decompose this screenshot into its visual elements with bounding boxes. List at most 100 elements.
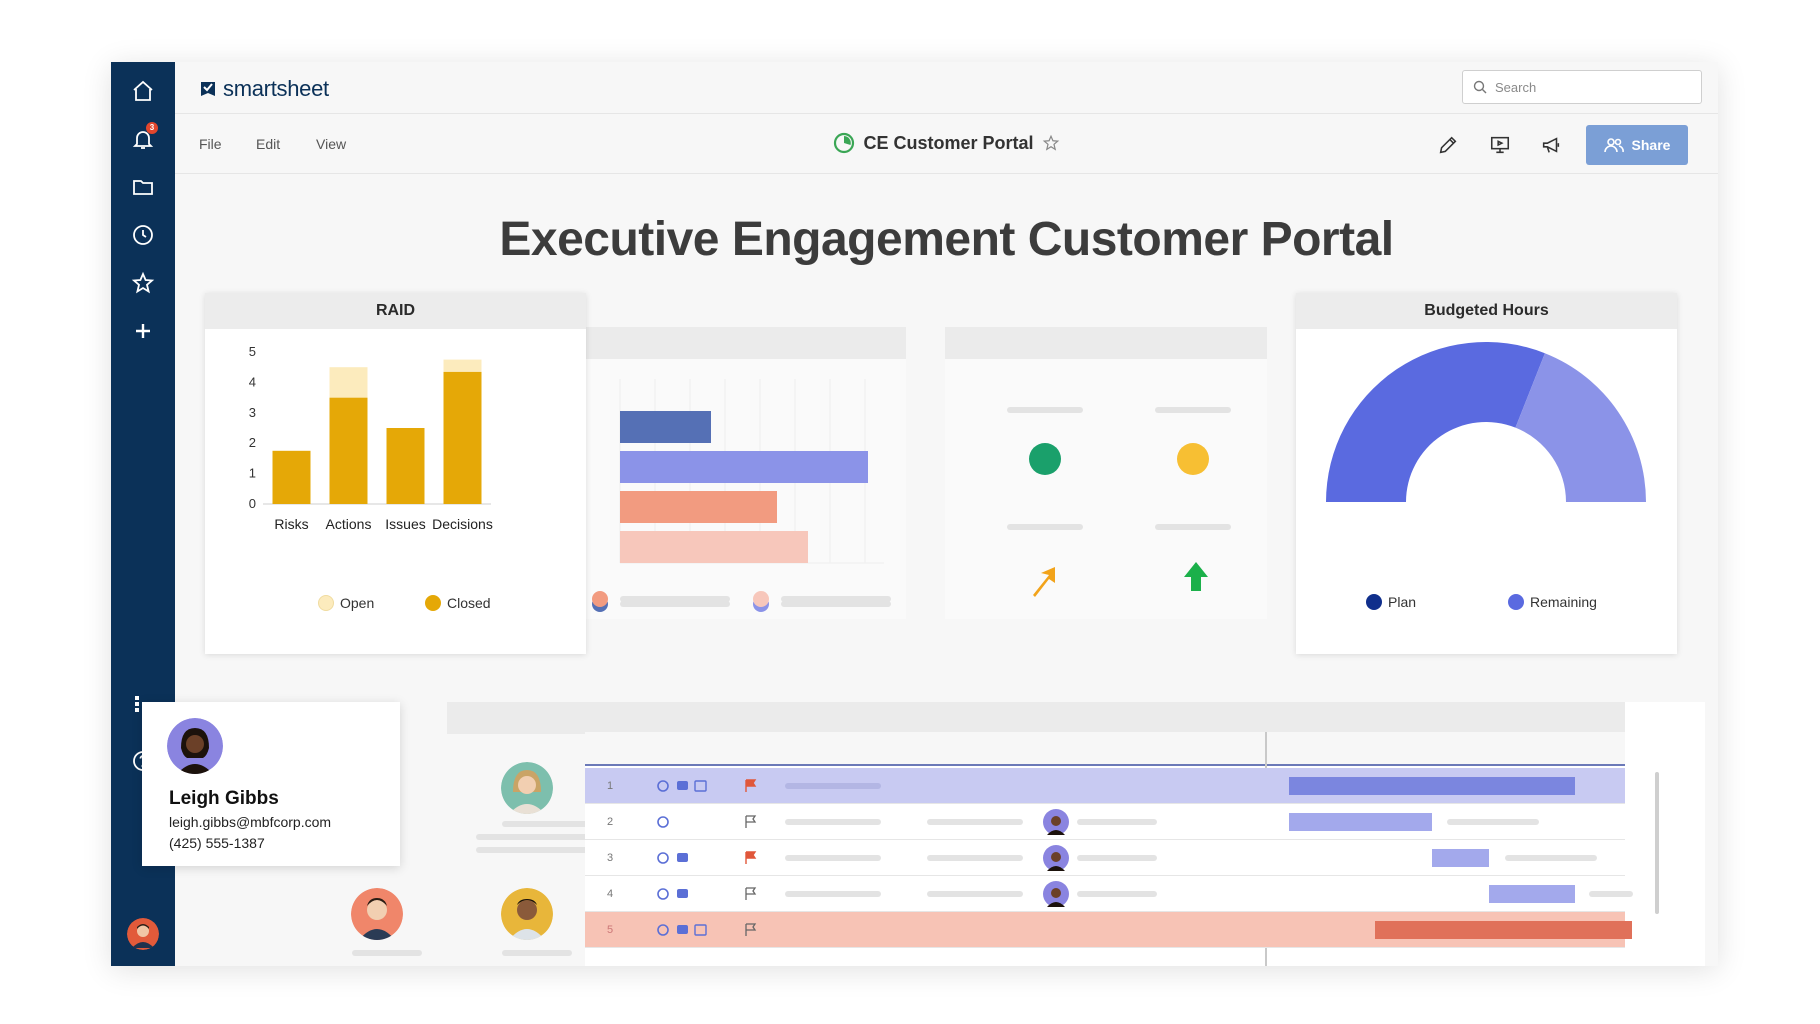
timeline-bar-5[interactable] [1375,921,1632,939]
timeline-bar-3[interactable] [1432,849,1489,867]
status-indicators [1029,443,1209,597]
team-avatar-1[interactable] [501,762,553,814]
y-tick-label: 0 [249,496,256,511]
menu-file[interactable]: File [199,136,222,152]
status-green-dot [1029,443,1061,475]
timeline-bar-2[interactable] [1289,813,1432,831]
row-number: 5 [607,924,614,936]
legend-plan-swatch [1366,594,1382,610]
menu-bar: File Edit View CE Customer Portal Share [175,114,1718,174]
flag-icon[interactable] [743,850,757,866]
legend-plan: Plan [1366,594,1416,610]
row-number: 2 [607,816,614,828]
team-avatar-3[interactable] [501,888,553,940]
placeholder-bar-chart [592,379,891,612]
y-tick-label: 1 [249,466,256,481]
present-icon[interactable] [1487,132,1513,158]
legend-open: Open [318,595,374,611]
menu-edit[interactable]: Edit [256,136,281,152]
share-label: Share [1631,137,1671,153]
megaphone-icon[interactable] [1538,132,1564,158]
contact-avatar [167,718,223,774]
star-icon[interactable] [128,268,158,298]
search-icon [1473,80,1487,94]
y-tick-label: 2 [249,435,256,450]
assignee-avatar[interactable] [1043,881,1069,907]
contact-email[interactable]: leigh.gibbs@mbfcorp.com [169,814,332,830]
notification-badge: 3 [146,122,158,134]
share-button[interactable]: Share [1586,125,1688,165]
contact-name: Leigh Gibbs [169,788,279,809]
y-tick-label: 4 [249,374,256,389]
favorite-star-icon[interactable] [1042,134,1060,152]
team-avatar-2[interactable] [351,888,403,940]
placeholder-header [945,327,1267,359]
contact-phone[interactable]: (425) 555-1387 [169,835,265,851]
gantt-column-header [585,732,1625,766]
bar-decisions-open[interactable] [443,359,482,372]
top-bar: smartsheet Search [175,62,1718,114]
legend-remaining: Remaining [1508,594,1597,610]
status-yellow-dot [1177,443,1209,475]
search-box[interactable]: Search [1462,70,1702,104]
row-attachment-icons[interactable] [655,778,715,794]
assignee-avatar[interactable] [1043,809,1069,835]
timeline-bar-1[interactable] [1289,777,1575,795]
flag-icon[interactable] [743,814,757,830]
bar-issues-closed[interactable] [386,428,425,504]
bar-actions-open[interactable] [329,367,368,398]
placeholder-status-widget [945,327,1267,619]
y-tick-label: 5 [249,344,256,359]
placeholder-bar-1 [620,411,711,443]
folder-icon[interactable] [128,172,158,202]
assignee-avatar[interactable] [1043,845,1069,871]
plus-icon[interactable] [128,316,158,346]
placeholder-bar-4 [620,531,808,563]
x-tick-label: Issues [385,516,425,532]
menu-view[interactable]: View [316,136,347,152]
slice-remaining[interactable] [1515,353,1646,502]
smartsheet-logo[interactable]: smartsheet [199,76,329,102]
up-arrow-icon [1184,562,1208,591]
bar-decisions-closed[interactable] [443,371,482,504]
placeholder-bar-3 [620,491,777,523]
x-tick-label: Actions [326,516,372,532]
document-title-text: CE Customer Portal [863,132,1034,153]
flag-icon[interactable] [743,922,757,938]
gantt-row-4[interactable]: 4 [585,876,1625,912]
slice-plan[interactable] [1326,341,1545,502]
row-attachment-icons[interactable] [655,922,715,938]
flag-icon[interactable] [743,778,757,794]
row-number: 1 [607,780,614,792]
timeline-bar-4[interactable] [1489,885,1575,903]
legend-open-label: Open [340,595,375,611]
attachment-icon[interactable] [655,814,675,830]
row-attachment-icons[interactable] [655,850,695,866]
row-attachment-icons[interactable] [655,886,695,902]
trend-arrow-icon [1033,567,1055,597]
page-title: Executive Engagement Customer Portal [499,213,1394,266]
bar-actions-closed[interactable] [329,397,368,504]
bell-icon[interactable]: 3 [128,122,158,154]
x-tick-label: Risks [274,516,308,532]
flag-icon[interactable] [743,886,757,902]
legend-remaining-label: Remaining [1530,594,1597,610]
dashboard-icon [834,132,855,154]
home-icon[interactable] [128,76,158,106]
raid-widget: RAID 0 1 2 3 4 5 Risks Actions Issues Decisions O… [205,293,586,654]
gantt-grid: 1 2 3 4 [585,702,1705,966]
apps-icon[interactable] [128,689,158,719]
user-avatar[interactable] [127,918,159,950]
clock-icon[interactable] [128,220,158,250]
row-number: 3 [607,852,614,864]
contact-card[interactable]: Leigh Gibbs leigh.gibbs@mbfcorp.com (425… [142,702,400,866]
raid-title: RAID [205,293,586,329]
legend-plan-label: Plan [1388,594,1417,610]
row-number: 4 [607,888,614,900]
budget-chart [1326,341,1646,502]
gantt-scrollbar[interactable] [1655,772,1659,914]
search-placeholder: Search [1495,79,1537,95]
bar-risks-closed[interactable] [272,450,311,504]
edit-pencil-icon[interactable] [1435,132,1461,158]
